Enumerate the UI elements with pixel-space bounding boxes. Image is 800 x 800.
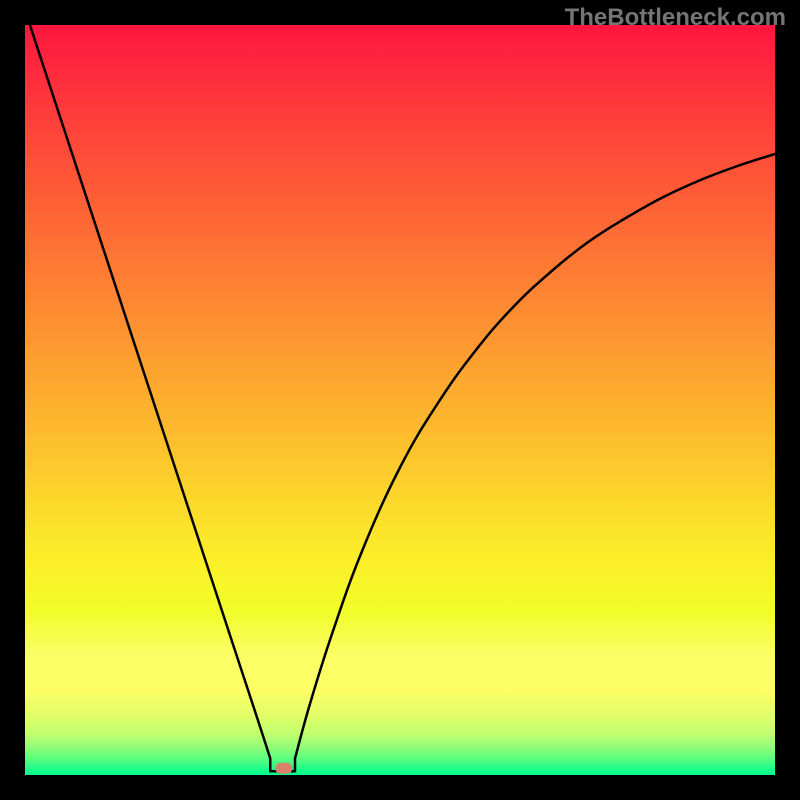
chart-container: TheBottleneck.com <box>0 0 800 800</box>
bottleneck-chart <box>0 0 800 800</box>
optimal-marker <box>275 763 292 774</box>
gradient-background <box>25 25 775 775</box>
